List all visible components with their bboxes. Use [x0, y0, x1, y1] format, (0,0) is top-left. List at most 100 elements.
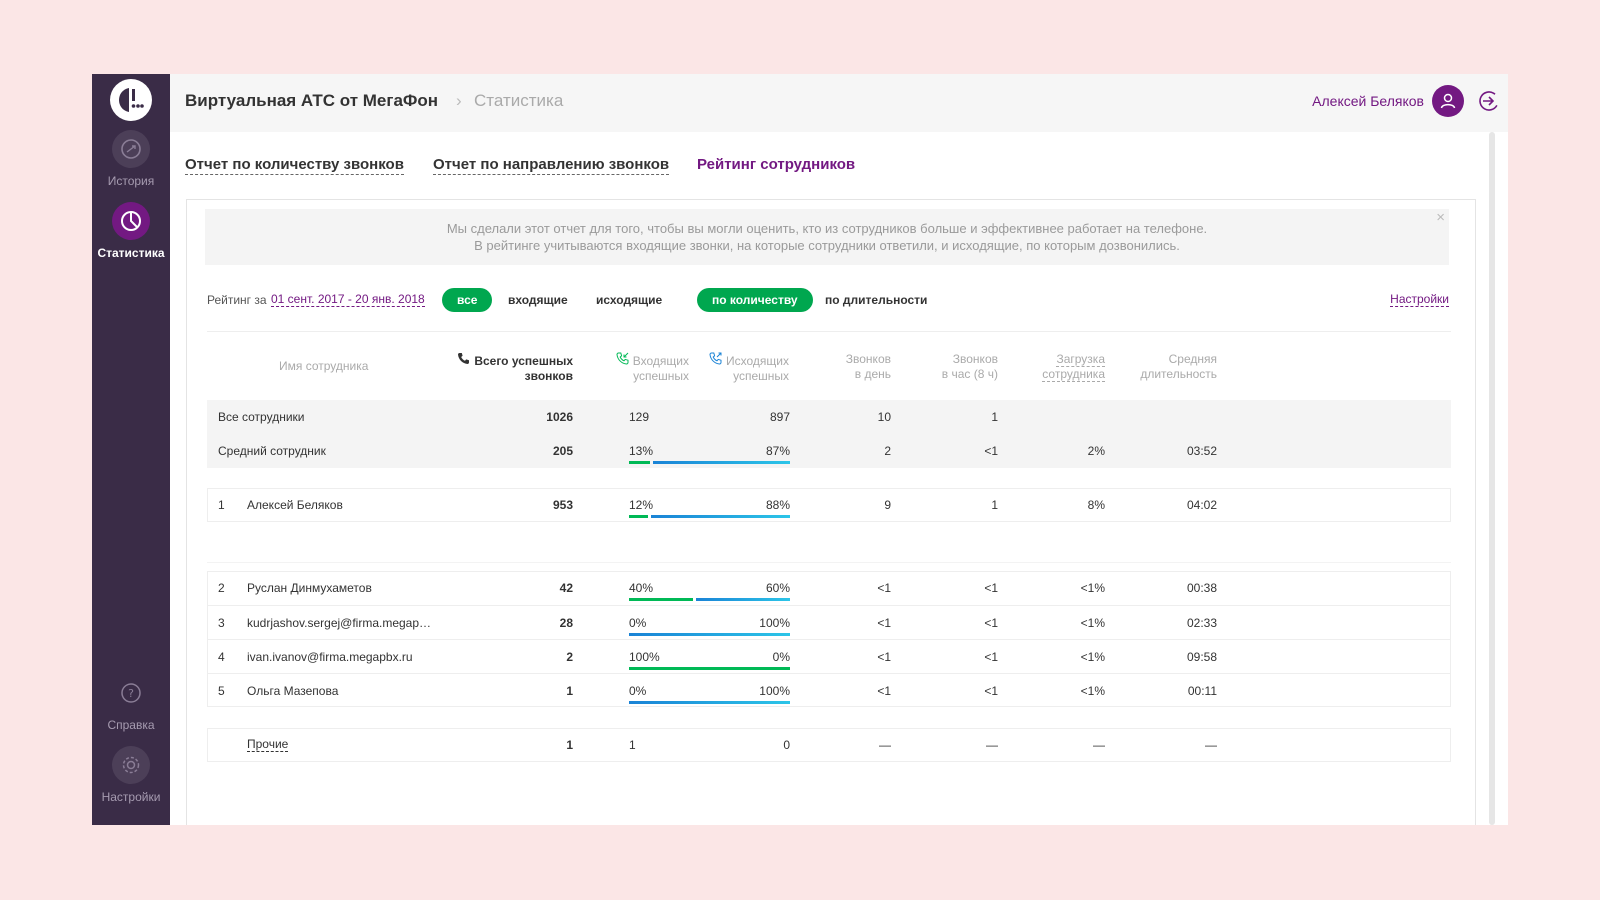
- table-row-all-employees[interactable]: Все сотрудники 1026 129 897 10 1: [207, 400, 1451, 434]
- column-header-per-day-line-2: в день: [854, 367, 891, 381]
- filter-all-button[interactable]: все: [442, 288, 493, 312]
- average-divider: [207, 541, 1451, 563]
- others-link[interactable]: Прочие: [247, 737, 289, 752]
- breadcrumb-app-title[interactable]: Виртуальная АТС от МегаФон: [185, 91, 439, 110]
- row-load: <1%: [1080, 616, 1105, 630]
- logout-button[interactable]: [1476, 88, 1502, 114]
- column-header-load[interactable]: Загрузка сотрудника: [1025, 352, 1105, 382]
- row-incoming: 0%: [629, 684, 647, 698]
- row-name: Средний сотрудник: [218, 444, 326, 458]
- row-incoming: 13%: [629, 444, 654, 458]
- sidebar-item-history[interactable]: История: [92, 130, 170, 188]
- row-total: 42: [559, 581, 573, 595]
- rating-period-label: Рейтинг за: [207, 293, 267, 307]
- outgoing-share-bar: [629, 633, 790, 636]
- row-rank: 2: [218, 581, 225, 595]
- column-header-incoming-line-1: Входящих: [632, 354, 689, 368]
- row-total: 953: [552, 498, 573, 512]
- row-outgoing: 897: [769, 410, 790, 424]
- sidebar-item-settings[interactable]: Настройки: [92, 746, 170, 804]
- others-box: [207, 728, 1451, 762]
- info-banner: Мы сделали этот отчет для того, чтобы вы…: [205, 209, 1449, 265]
- filter-incoming-button[interactable]: входящие: [508, 293, 568, 307]
- row-total: 205: [552, 444, 573, 458]
- row-total: 28: [559, 616, 573, 630]
- table-row[interactable]: 4 ivan.ivanov@firma.megapbx.ru 2 100% 0% <1 <1…: [207, 639, 1451, 673]
- row-outgoing: 100%: [759, 616, 790, 630]
- row-avg-duration: 03:52: [1186, 444, 1217, 458]
- column-header-avg-duration[interactable]: Средняя длительность: [1121, 352, 1217, 382]
- sidebar-item-statistics[interactable]: Статистика: [92, 202, 170, 260]
- settings-icon: [112, 746, 150, 784]
- row-per-hour: 1: [991, 498, 998, 512]
- row-per-day: 9: [884, 498, 891, 512]
- row-outgoing: 0%: [772, 650, 790, 664]
- row-per-day: —: [879, 738, 891, 752]
- row-avg-duration: 00:11: [1187, 684, 1217, 698]
- row-outgoing: 0: [783, 738, 790, 752]
- avatar[interactable]: [1432, 85, 1464, 117]
- megafon-logo[interactable]: [110, 79, 152, 121]
- sidebar-item-label: Справка: [107, 718, 155, 732]
- incoming-call-icon: [616, 352, 629, 365]
- tab-employee-rating[interactable]: Рейтинг сотрудников: [697, 156, 856, 173]
- user-icon: [1440, 93, 1456, 109]
- close-icon[interactable]: ×: [1436, 209, 1445, 226]
- column-header-load-line-2: сотрудника: [1042, 367, 1105, 382]
- incoming-share-bar: [629, 461, 650, 464]
- row-outgoing: 87%: [765, 444, 790, 458]
- row-avg-duration: 09:58: [1186, 650, 1217, 664]
- row-load: <1%: [1080, 581, 1105, 595]
- column-header-name[interactable]: Имя сотрудника: [279, 359, 369, 373]
- top-header: Виртуальная АТС от МегаФон › Статистика …: [170, 74, 1508, 132]
- tab-calls-count[interactable]: Отчет по количеству звонков: [185, 156, 404, 175]
- table-row[interactable]: 5 Ольга Мазепова 1 0% 100% <1 <1 <1% 00:11: [207, 673, 1451, 707]
- column-header-incoming[interactable]: Входящих успешных: [607, 352, 689, 384]
- column-header-per-hour[interactable]: Звонков в час (8 ч): [918, 352, 998, 382]
- incoming-share-bar: [629, 515, 648, 518]
- column-header-total-line-2: звонков: [524, 369, 573, 383]
- row-name: ivan.ivanov@firma.megapbx.ru: [247, 650, 413, 664]
- help-icon: ?: [112, 674, 150, 712]
- row-name: kudrjashov.sergej@firma.megap…: [247, 616, 432, 630]
- row-avg-duration: 00:38: [1186, 581, 1217, 595]
- settings-link[interactable]: Настройки: [1390, 292, 1449, 307]
- summary-band: [207, 400, 1451, 468]
- tab-calls-direction[interactable]: Отчет по направлению звонков: [433, 156, 670, 175]
- column-header-total[interactable]: Всего успешных звонков: [449, 352, 573, 384]
- column-header-outgoing[interactable]: Исходящих успешных: [701, 352, 789, 384]
- scrollbar[interactable]: [1489, 132, 1495, 825]
- row-name: Ольга Мазепова: [247, 684, 339, 698]
- row-name: Руслан Динмухаметов: [247, 581, 372, 595]
- sidebar-item-label: Настройки: [101, 790, 161, 804]
- row-incoming: 1: [629, 738, 636, 752]
- row-per-day: <1: [877, 650, 891, 664]
- row-load: 8%: [1087, 498, 1105, 512]
- row-per-hour: <1: [984, 684, 998, 698]
- table-row-others[interactable]: Прочие 1 1 0 — — — —: [207, 728, 1451, 762]
- row-incoming: 40%: [629, 581, 654, 595]
- outgoing-share-bar: [696, 598, 790, 601]
- row-incoming: 0%: [629, 616, 647, 630]
- table-row[interactable]: 3 kudrjashov.sergej@firma.megap… 28 0% 100% <…: [207, 605, 1451, 639]
- filter-outgoing-button[interactable]: исходящие: [596, 293, 663, 307]
- row-per-day: 2: [884, 444, 891, 458]
- column-header-load-line-1: Загрузка: [1056, 352, 1105, 367]
- column-header-per-day[interactable]: Звонков в день: [821, 352, 891, 382]
- column-header-incoming-line-2: успешных: [633, 369, 689, 383]
- sidebar-item-help[interactable]: ? Справка: [92, 674, 170, 732]
- date-range-picker[interactable]: 01 сент. 2017 - 20 янв. 2018: [271, 292, 425, 307]
- row-outgoing: 88%: [765, 498, 790, 512]
- sort-by-duration-button[interactable]: по длительности: [825, 293, 928, 307]
- table-row[interactable]: 2 Руслан Динмухаметов 42 40% 60% <1 <1 <1% 00:38: [207, 571, 1451, 605]
- column-header-per-hour-line-2: в час (8 ч): [941, 367, 998, 381]
- sidebar: История Статистика ? Справка Настройки: [92, 74, 170, 825]
- phone-icon: [458, 353, 470, 364]
- user-name[interactable]: Алексей Беляков: [1312, 93, 1424, 109]
- table-row[interactable]: 1 Алексей Беляков 953 12% 88% 9 1 8% 04:…: [207, 488, 1451, 522]
- sort-by-count-button[interactable]: по количеству: [697, 288, 813, 312]
- outgoing-call-icon: [709, 352, 722, 365]
- incoming-share-bar: [629, 598, 693, 601]
- table-row-average-employee[interactable]: Средний сотрудник 205 13% 87% 2 <1 2% 03…: [207, 434, 1451, 468]
- row-outgoing: 60%: [765, 581, 790, 595]
